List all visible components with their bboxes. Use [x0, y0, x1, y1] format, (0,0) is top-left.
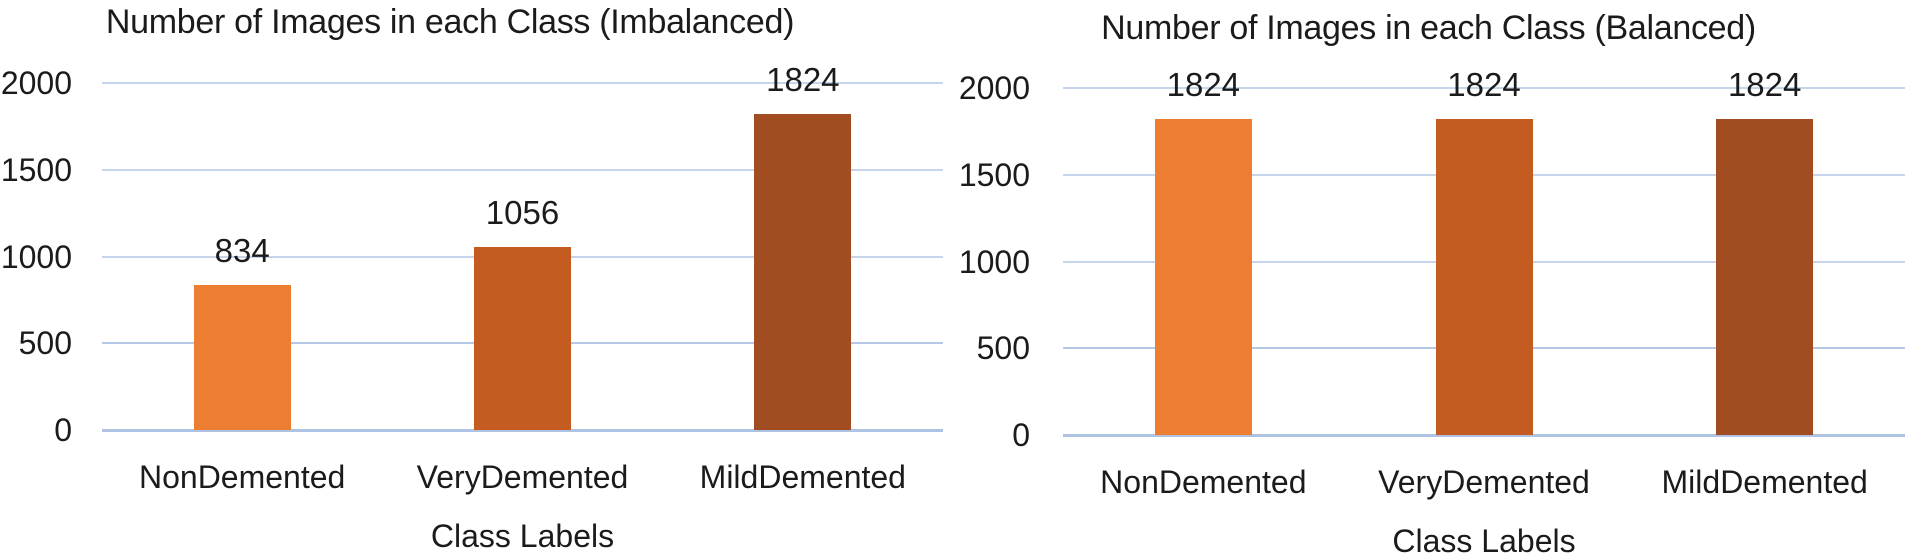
- gridline-0: [102, 429, 943, 432]
- chart-balanced: Number of Images in each Class (Balanced…: [952, 0, 1905, 559]
- x-category-label-nondemented: NonDemented: [1100, 464, 1307, 500]
- x-category-label-nondemented: NonDemented: [138, 459, 346, 495]
- bar-verydemented: [474, 246, 571, 430]
- y-tick-label-2000: 2000: [958, 70, 1030, 106]
- x-axis-category-labels: NonDemented VeryDemented MildDemented: [102, 459, 943, 495]
- bar-milddemented: [1716, 118, 1814, 435]
- bar-value-label: 1824: [1447, 65, 1521, 103]
- gridline-2000: [102, 82, 943, 84]
- y-axis-tick-labels: 2000 1500 1000 500 0: [0, 45, 102, 446]
- plot-area: 1824 1824 1824: [1063, 50, 1905, 437]
- y-tick-label-1000: 1000: [958, 243, 1030, 280]
- bar-nondemented: [193, 285, 291, 430]
- bar-nondemented: [1154, 118, 1252, 435]
- bar-value-label: 1824: [766, 60, 840, 98]
- y-tick-label-500: 500: [976, 330, 1030, 367]
- chart-title: Number of Images in each Class (Balanced…: [1101, 9, 1756, 47]
- chart-title-area: Number of Images in each Class (Balanced…: [952, 0, 1905, 50]
- y-tick-label-500: 500: [18, 325, 72, 362]
- chart-title-area: Number of Images in each Class (Imbalanc…: [0, 0, 952, 45]
- chart-imbalanced: Number of Images in each Class (Imbalanc…: [0, 0, 952, 556]
- x-category-label-milddemented: MildDemented: [1661, 464, 1868, 500]
- x-category-label-milddemented: MildDemented: [699, 459, 906, 495]
- y-tick-label-1500: 1500: [0, 151, 72, 188]
- y-tick-label-2000: 2000: [0, 65, 72, 101]
- chart-title: Number of Images in each Class (Imbalanc…: [105, 3, 795, 41]
- plot-area: 834 1056 1824: [102, 45, 943, 432]
- x-category-label-verydemented: VeryDemented: [416, 459, 629, 495]
- gridline-0: [1063, 434, 1905, 437]
- bar-verydemented: [1435, 118, 1533, 435]
- y-tick-label-1000: 1000: [0, 238, 72, 275]
- bar-value-label: 1056: [485, 193, 560, 231]
- bar-value-label: 1824: [1727, 65, 1802, 103]
- bar-value-label: 834: [214, 232, 270, 270]
- x-axis-title: Class Labels: [1392, 523, 1576, 559]
- x-category-label-verydemented: VeryDemented: [1378, 464, 1590, 500]
- gridline-2000: [1063, 87, 1905, 89]
- bar-milddemented: [754, 113, 852, 430]
- y-tick-label-1500: 1500: [958, 156, 1030, 193]
- y-axis-tick-labels: 2000 1500 1000 500 0: [952, 50, 1063, 451]
- x-axis-title: Class Labels: [430, 518, 615, 555]
- y-tick-label-0: 0: [1012, 417, 1030, 453]
- gridline-1500: [102, 168, 943, 171]
- x-axis-category-labels: NonDemented VeryDemented MildDemented: [1063, 464, 1905, 500]
- bar-value-label: 1824: [1166, 65, 1241, 103]
- y-tick-label-0: 0: [54, 412, 72, 448]
